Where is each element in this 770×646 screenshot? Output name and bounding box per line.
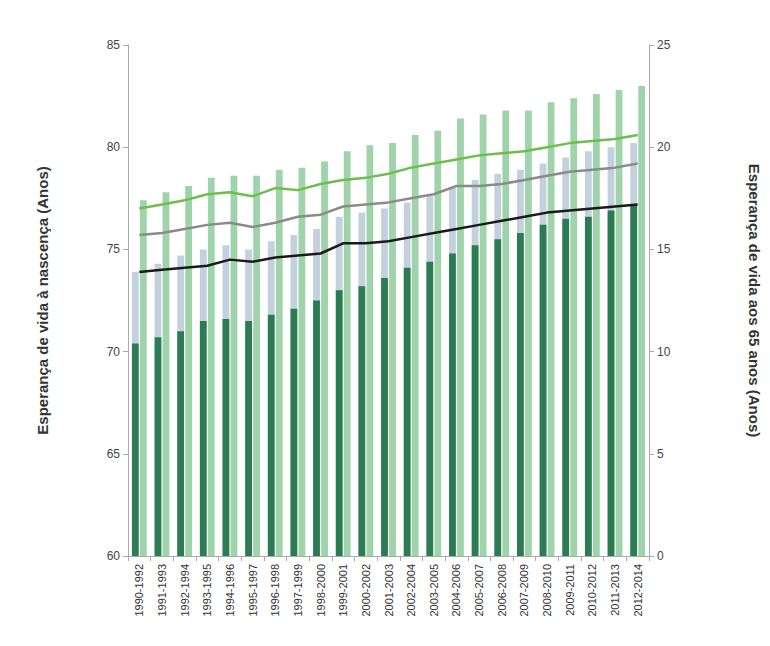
svg-text:2002-2004: 2002-2004 bbox=[405, 564, 417, 617]
svg-text:1995-1997: 1995-1997 bbox=[247, 564, 259, 617]
svg-text:10: 10 bbox=[657, 345, 671, 359]
svg-text:2001-2003: 2001-2003 bbox=[383, 564, 395, 617]
svg-text:1993-1995: 1993-1995 bbox=[201, 564, 213, 617]
svg-text:2006-2008: 2006-2008 bbox=[496, 564, 508, 617]
svg-text:65: 65 bbox=[107, 447, 121, 461]
svg-text:1996-1998: 1996-1998 bbox=[269, 564, 281, 617]
svg-text:Esperança de vida aos 65 anos: Esperança de vida aos 65 anos (Anos) bbox=[746, 164, 763, 437]
svg-text:1991-1993: 1991-1993 bbox=[156, 564, 168, 617]
svg-text:2011-2013: 2011-2013 bbox=[609, 564, 621, 616]
svg-text:2010-2012: 2010-2012 bbox=[586, 564, 598, 617]
svg-text:60: 60 bbox=[107, 549, 121, 563]
svg-text:0: 0 bbox=[657, 549, 664, 563]
svg-text:2004-2006: 2004-2006 bbox=[450, 564, 462, 617]
svg-text:1997-1999: 1997-1999 bbox=[292, 564, 304, 617]
svg-text:2008-2010: 2008-2010 bbox=[541, 564, 553, 617]
svg-text:2009-2011: 2009-2011 bbox=[564, 564, 576, 616]
svg-text:25: 25 bbox=[657, 38, 671, 52]
svg-text:15: 15 bbox=[657, 242, 671, 256]
svg-text:75: 75 bbox=[107, 242, 121, 256]
svg-text:1994-1996: 1994-1996 bbox=[224, 564, 236, 617]
svg-text:85: 85 bbox=[107, 38, 121, 52]
svg-text:2003-2005: 2003-2005 bbox=[428, 564, 440, 617]
svg-text:70: 70 bbox=[107, 345, 121, 359]
svg-text:1999-2001: 1999-2001 bbox=[337, 564, 349, 617]
svg-text:2005-2007: 2005-2007 bbox=[473, 564, 485, 617]
svg-text:2007-2009: 2007-2009 bbox=[518, 564, 530, 617]
svg-text:1990-1992: 1990-1992 bbox=[133, 564, 145, 617]
svg-text:80: 80 bbox=[107, 140, 121, 154]
svg-text:Esperança de vida à nascença (: Esperança de vida à nascença (Anos) bbox=[34, 166, 51, 434]
svg-text:20: 20 bbox=[657, 140, 671, 154]
svg-text:2012-2014: 2012-2014 bbox=[632, 564, 644, 617]
svg-text:1992-1994: 1992-1994 bbox=[179, 564, 191, 617]
svg-text:5: 5 bbox=[657, 447, 664, 461]
svg-text:1998-2000: 1998-2000 bbox=[315, 564, 327, 617]
svg-text:2000-2002: 2000-2002 bbox=[360, 564, 372, 617]
